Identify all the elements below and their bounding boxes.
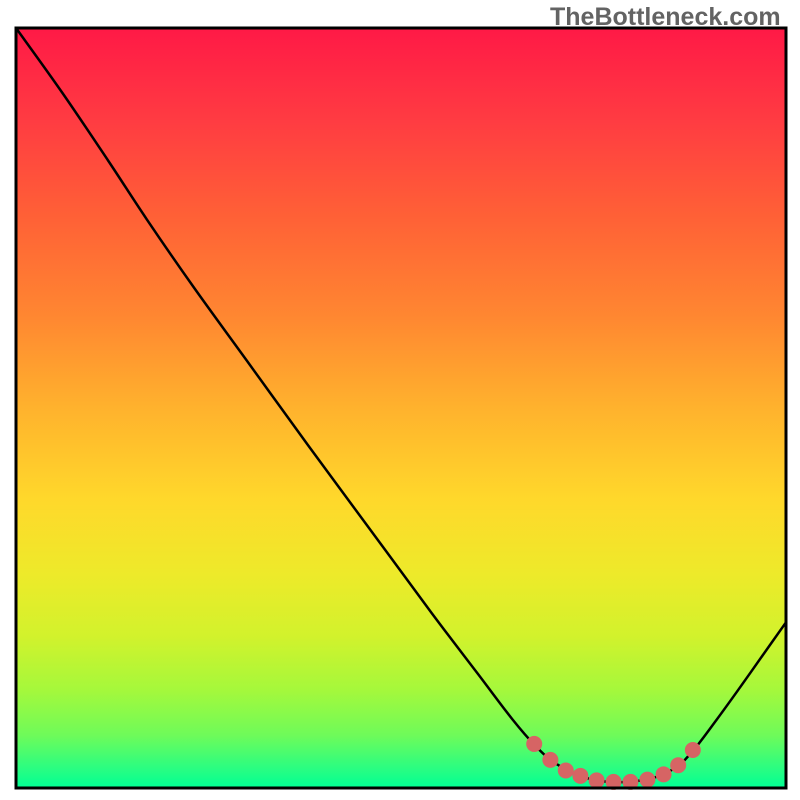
marker-point: [572, 768, 588, 784]
marker-point: [558, 763, 574, 779]
marker-point: [526, 736, 542, 752]
plot-area: [16, 28, 786, 790]
chart-svg: [0, 0, 800, 800]
marker-point: [670, 757, 686, 773]
marker-point: [589, 772, 605, 788]
plot-background: [16, 28, 786, 788]
watermark-text: TheBottleneck.com: [550, 3, 781, 32]
marker-point: [542, 752, 558, 768]
chart-container: TheBottleneck.com: [0, 0, 800, 800]
marker-point: [656, 766, 672, 782]
marker-point: [685, 742, 701, 758]
marker-point: [639, 772, 655, 788]
